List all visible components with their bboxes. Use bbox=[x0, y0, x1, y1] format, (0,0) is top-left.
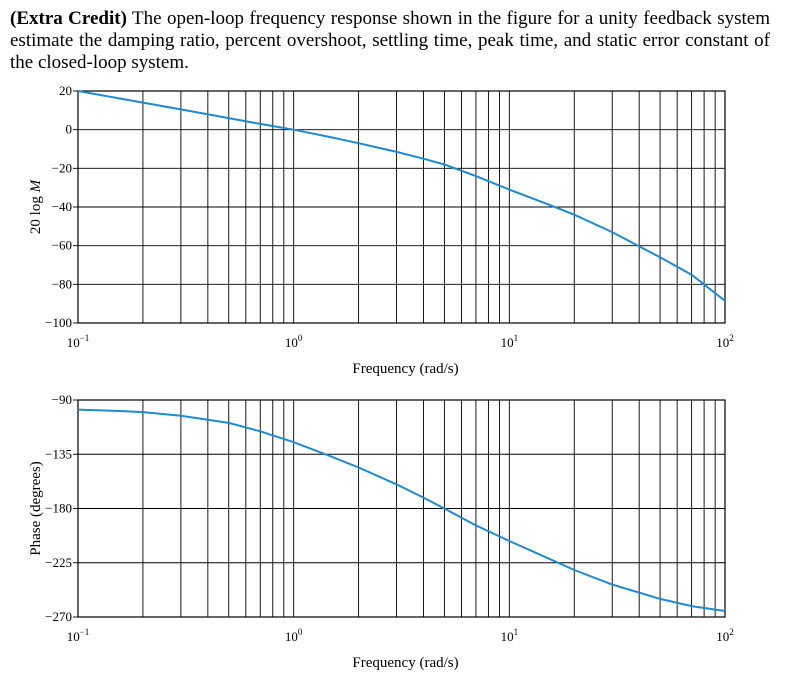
magnitude-chart: 20 0 −20 −40 −60 −80 −100 10−1 100 101 102 Frequenc… bbox=[28, 83, 734, 377]
problem-statement: (Extra Credit) The open-loop frequency r… bbox=[10, 8, 770, 74]
magnitude-ytick-label: −60 bbox=[52, 238, 72, 253]
phase-yaxis-label: Phase (degrees) bbox=[28, 461, 44, 556]
magnitude-xtick-label: 100 bbox=[285, 333, 303, 350]
problem-label: (Extra Credit) bbox=[10, 8, 127, 29]
magnitude-ytick-label: −20 bbox=[52, 160, 72, 175]
magnitude-xtick-label: 102 bbox=[716, 333, 734, 350]
magnitude-ytick-label: −80 bbox=[52, 276, 72, 291]
magnitude-plot-frame bbox=[77, 90, 726, 324]
phase-ytick-label: −90 bbox=[52, 392, 72, 407]
phase-ytick-label: −135 bbox=[45, 446, 72, 461]
magnitude-series-line bbox=[77, 90, 726, 302]
phase-series-line bbox=[77, 408, 726, 612]
magnitude-yaxis-label: 20 log M bbox=[28, 178, 44, 234]
magnitude-xtick-label: 101 bbox=[501, 333, 519, 350]
magnitude-ytick-label: 20 bbox=[59, 83, 72, 98]
phase-ytick-label: −270 bbox=[45, 609, 72, 624]
phase-ytick-label: −225 bbox=[45, 555, 72, 570]
magnitude-ytick-label: −40 bbox=[52, 199, 72, 214]
phase-xtick-label: 100 bbox=[285, 627, 303, 644]
phase-ytick-label: −180 bbox=[45, 501, 72, 516]
phase-xtick-label: 10−1 bbox=[67, 627, 90, 644]
phase-xtick-label: 101 bbox=[501, 627, 519, 644]
phase-plot-frame bbox=[77, 399, 726, 618]
phase-chart: −90 −135 −180 −225 −270 10−1 100 101 102 Frequenc… bbox=[28, 392, 734, 671]
magnitude-ytick-label: −100 bbox=[45, 315, 72, 330]
phase-xtick-label: 102 bbox=[716, 627, 734, 644]
problem-text: The open-loop frequency response shown i… bbox=[10, 8, 770, 73]
magnitude-ytick-label: 0 bbox=[66, 122, 73, 137]
phase-xaxis-label: Frequency (rad/s) bbox=[352, 655, 458, 671]
magnitude-xtick-label: 10−1 bbox=[67, 333, 90, 350]
magnitude-xaxis-label: Frequency (rad/s) bbox=[352, 361, 458, 377]
